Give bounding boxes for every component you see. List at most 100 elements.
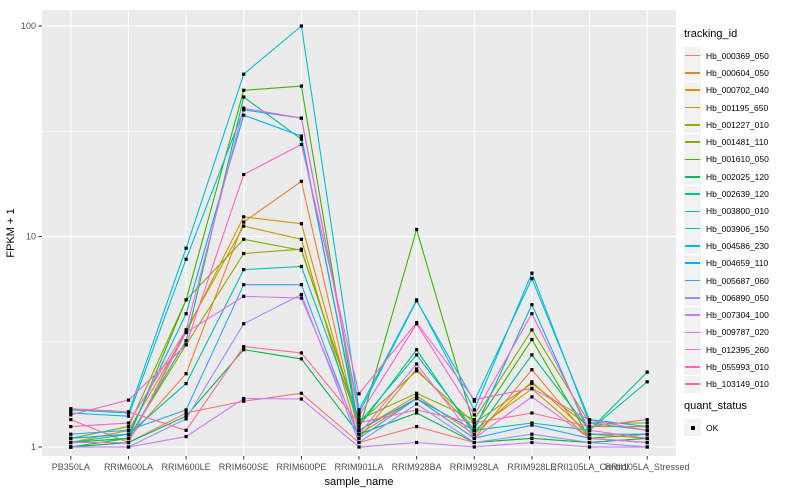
legend-key (684, 323, 701, 341)
quant-legend-title: quant_status (684, 400, 747, 412)
data-point (242, 322, 246, 326)
data-point (587, 425, 592, 429)
legend-label: Hb_103149_010 (706, 379, 769, 390)
legend-label: Hb_009787_020 (706, 327, 769, 338)
legend-label: Hb_003906_150 (706, 223, 769, 234)
data-point (69, 407, 73, 411)
data-point (357, 421, 361, 425)
legend-key (684, 419, 701, 437)
y-axis-title: FPKM + 1 (5, 208, 17, 257)
data-point (242, 399, 246, 403)
data-point (587, 436, 592, 440)
legend-line-icon (685, 124, 700, 126)
legend-line-icon (685, 72, 700, 74)
data-point (299, 357, 303, 361)
data-point (184, 298, 188, 302)
legend-item: Hb_004586_230 (684, 237, 798, 255)
legend-label: Hb_006890_050 (706, 292, 769, 303)
legend-label: Hb_000604_050 (706, 67, 769, 78)
data-point (472, 425, 476, 429)
legend-label: Hb_055993_010 (706, 361, 769, 372)
data-point (126, 425, 131, 429)
legend-item: Hb_006890_050 (684, 289, 798, 307)
legend-line-icon (685, 279, 700, 282)
data-point (472, 421, 476, 425)
data-point (415, 391, 419, 395)
data-point (587, 428, 592, 432)
legend-item: Hb_055993_010 (684, 358, 798, 376)
legend-item: Hb_012395_260 (684, 341, 798, 359)
legend-key (684, 289, 701, 307)
data-point (242, 95, 246, 99)
legend-key (684, 358, 701, 376)
data-point (357, 432, 361, 436)
legend-item: Hb_002639_120 (684, 185, 798, 203)
quant-legend-label: OK (706, 422, 719, 433)
data-point (184, 257, 188, 261)
data-point (415, 353, 419, 357)
data-point (242, 294, 246, 298)
legend-key (684, 220, 701, 238)
data-point (126, 414, 131, 418)
data-point (530, 277, 534, 281)
legend-key (684, 254, 701, 272)
legend-item: Hb_003906_150 (684, 220, 798, 238)
legend-item: Hb_002025_120 (684, 168, 798, 186)
data-point (415, 394, 419, 398)
data-point (645, 428, 649, 432)
data-point (530, 395, 534, 399)
data-point (415, 440, 419, 445)
data-point (472, 408, 476, 412)
data-point (126, 445, 131, 449)
data-point (357, 445, 361, 449)
data-point (645, 436, 649, 440)
data-point (530, 328, 534, 332)
legend-item: Hb_004659_110 (684, 254, 798, 272)
data-point (69, 436, 73, 440)
legend-key (684, 272, 701, 289)
data-point (69, 440, 73, 445)
data-point (242, 268, 246, 272)
legend-item: Hb_009787_020 (684, 323, 798, 341)
legend-item: Hb_005687_060 (684, 272, 798, 289)
legend-line-icon (685, 141, 700, 143)
data-point (357, 428, 361, 432)
data-point (299, 116, 303, 120)
tracking-id-legend: tracking_id Hb_000369_050 Hb_000604_050 Hb… (684, 28, 798, 393)
data-point (357, 418, 361, 422)
y-tick-label: 10 (26, 232, 36, 242)
x-tick-label: RRIM600LE (162, 462, 211, 472)
legend-label: Hb_002025_120 (706, 171, 769, 182)
data-point (299, 237, 303, 241)
data-point (645, 432, 649, 436)
legend-label: Hb_001227_010 (706, 119, 769, 130)
legend-item: Hb_001227_010 (684, 116, 798, 134)
legend-line-icon (685, 158, 700, 161)
legend-line-icon (685, 54, 700, 57)
data-point (530, 382, 534, 386)
data-point (587, 432, 592, 436)
data-point (530, 411, 534, 415)
data-point (415, 299, 419, 303)
data-point (357, 392, 361, 396)
legend-label: Hb_004659_110 (706, 258, 769, 269)
data-point (242, 237, 246, 241)
legend-line-icon (685, 89, 700, 92)
data-point (530, 440, 534, 445)
data-point (472, 432, 476, 436)
legend-items: Hb_000369_050 Hb_000604_050 Hb_000702_040 H… (684, 47, 798, 393)
data-point (242, 215, 246, 219)
data-point (530, 368, 534, 372)
data-point (242, 224, 246, 228)
data-point (645, 380, 649, 384)
data-point (242, 172, 246, 177)
data-point (472, 445, 476, 449)
data-point (184, 408, 188, 412)
data-point (530, 312, 534, 316)
legend-label: Hb_003800_010 (706, 206, 769, 217)
legend-label: Hb_000702_040 (706, 85, 769, 96)
legend-key (684, 237, 701, 255)
legend-key (684, 150, 701, 168)
data-point (530, 271, 534, 275)
data-point (645, 370, 649, 374)
